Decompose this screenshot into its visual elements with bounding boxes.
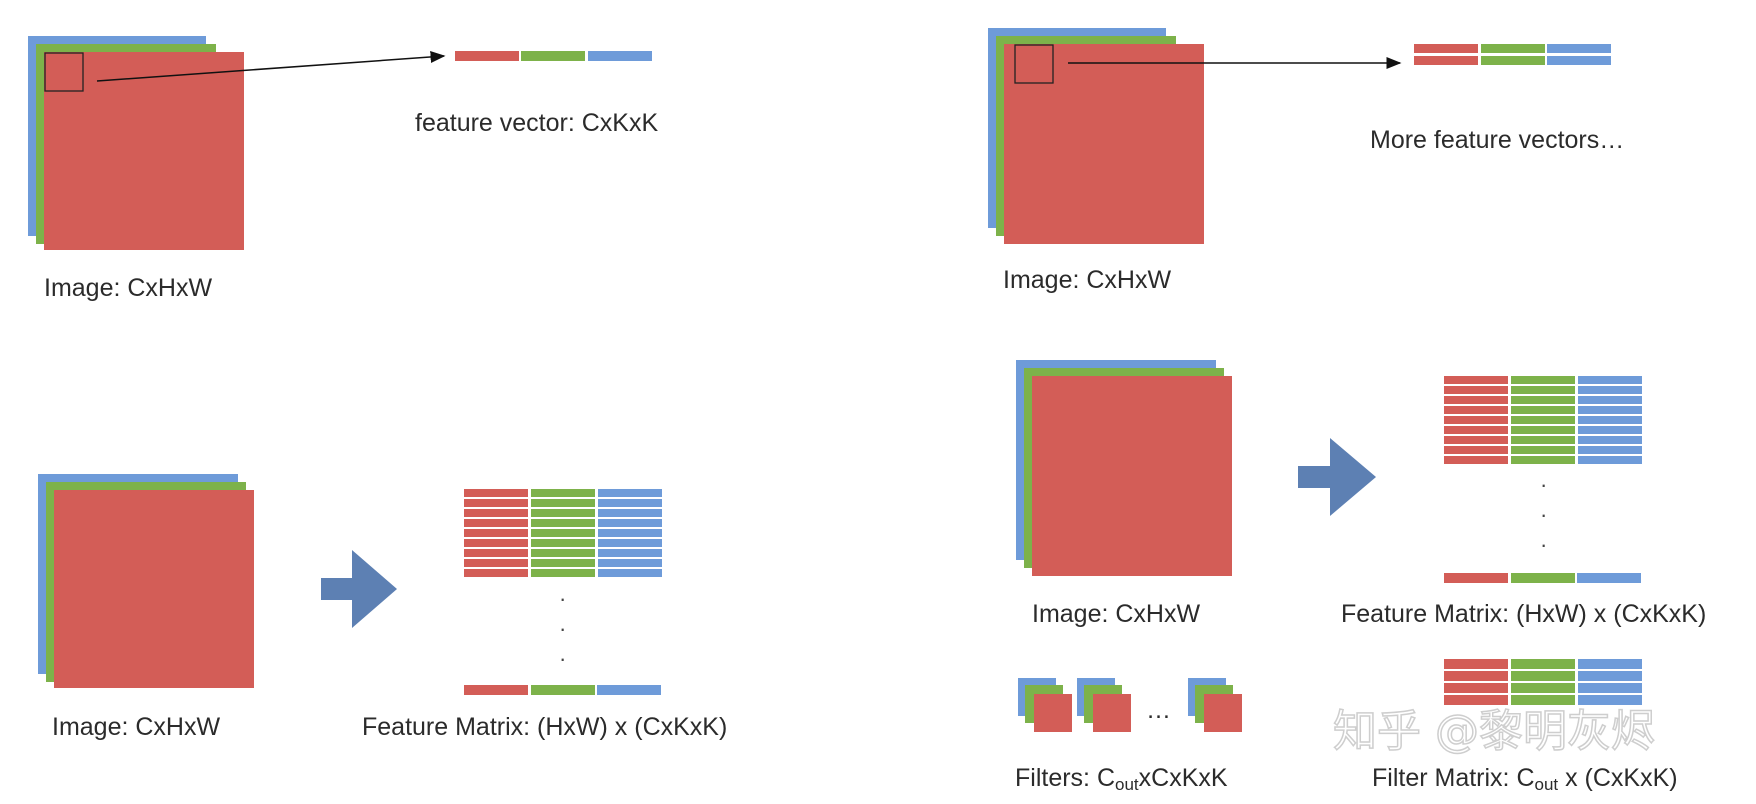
filter-matrix — [1444, 659, 1642, 705]
matrix-label: Feature Matrix: (HxW) x (CxKxK) — [1341, 600, 1706, 628]
matrix-row — [464, 559, 662, 567]
feature-matrix — [464, 489, 662, 577]
matrix-row — [464, 509, 662, 517]
filter-matrix-label: Filter Matrix: Cout x (CxKxK) — [1372, 764, 1678, 794]
matrix-row — [464, 549, 662, 557]
kernel-window — [1014, 44, 1054, 84]
matrix-row — [1444, 683, 1642, 693]
matrix-row — [1444, 406, 1642, 414]
watermark: 知乎 @黎明灰烬 — [1333, 706, 1655, 757]
filters-ellipsis: … — [1146, 696, 1171, 724]
ellipsis-dot: · — [1540, 472, 1547, 497]
ellipsis-dot: · — [559, 586, 566, 611]
matrix-row — [464, 539, 662, 547]
matrix-row — [1444, 436, 1642, 444]
image-label: Image: CxHxW — [1003, 266, 1171, 294]
ellipsis-dot: · — [1540, 502, 1547, 527]
matrix-row — [1444, 446, 1642, 454]
image-label: Image: CxHxW — [52, 713, 220, 741]
pointer-arrow — [96, 50, 446, 82]
image-stack — [988, 28, 1204, 244]
filter-1 — [1018, 678, 1072, 732]
feature-matrix-last-row — [1444, 573, 1641, 583]
panel-4: · · · Image: CxHxW Feature Matrix: (HxW)… — [1015, 360, 1706, 794]
matrix-row — [464, 529, 662, 537]
image-stack — [28, 36, 244, 250]
matrix-row — [1444, 671, 1642, 681]
image-stack — [1016, 360, 1232, 576]
matrix-label: Feature Matrix: (HxW) x (CxKxK) — [362, 713, 727, 741]
matrix-row — [1444, 386, 1642, 394]
feature-vectors-stack — [1414, 44, 1611, 65]
matrix-row — [1444, 416, 1642, 424]
panel-1: feature vector: CxKxK Image: CxHxW — [28, 36, 658, 302]
ellipsis-dot: · — [559, 646, 566, 671]
matrix-row — [464, 519, 662, 527]
panel-2: More feature vectors… Image: CxHxW — [988, 28, 1624, 294]
matrix-row — [1444, 396, 1642, 404]
kernel-window — [44, 52, 84, 92]
feature-matrix-last-row — [464, 685, 661, 695]
image-label: Image: CxHxW — [44, 274, 212, 302]
matrix-row — [1444, 376, 1642, 384]
filter-n — [1188, 678, 1242, 732]
matrix-row — [464, 569, 662, 577]
matrix-row — [1444, 456, 1642, 464]
matrix-row — [1444, 695, 1642, 705]
matrix-row — [1444, 426, 1642, 434]
more-vectors-label: More feature vectors… — [1370, 126, 1624, 154]
panel-3: · · · Image: CxHxW Feature Matrix: (HxW)… — [38, 474, 727, 741]
transform-arrow — [321, 550, 397, 628]
ellipsis-dot: · — [1540, 532, 1547, 557]
filters-label: Filters: CoutxCxKxK — [1015, 764, 1228, 794]
matrix-row — [1444, 659, 1642, 669]
transform-arrow — [1298, 438, 1376, 516]
feature-vector-label: feature vector: CxKxK — [415, 109, 658, 137]
feature-vector — [455, 51, 652, 61]
ellipsis-dot: · — [559, 616, 566, 641]
image-stack — [38, 474, 254, 688]
feature-matrix — [1444, 376, 1642, 464]
image-label: Image: CxHxW — [1032, 600, 1200, 628]
matrix-row — [464, 489, 662, 497]
matrix-row — [464, 499, 662, 507]
filter-2 — [1077, 678, 1131, 732]
